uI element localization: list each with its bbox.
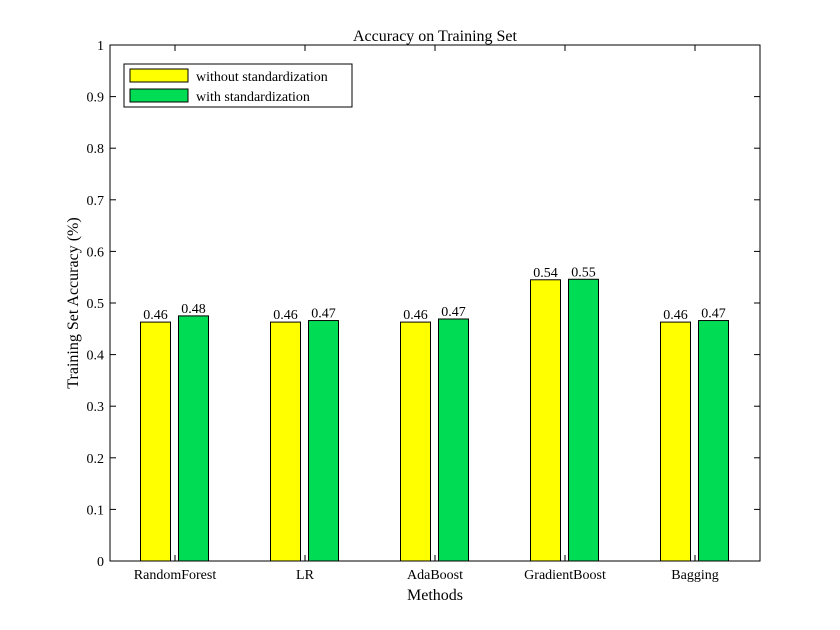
- y-tick-label: 0.3: [87, 400, 105, 415]
- data-label: 0.47: [441, 305, 466, 320]
- y-tick-label: 0.7: [87, 194, 105, 209]
- plot-area: 0 0.1 0.2 0.3 0.4 0.5 0.6 0.7 0.8 0.9 1 RandomFores…: [87, 39, 761, 583]
- data-label: 0.46: [663, 308, 688, 323]
- y-tick-label: 0.5: [87, 297, 105, 312]
- x-axis-label: Methods: [407, 587, 463, 604]
- legend: without standardization with standardizat…: [123, 63, 353, 108]
- bar: [308, 320, 339, 562]
- data-label: 0.46: [273, 308, 298, 323]
- y-tick-label: 0.6: [87, 245, 105, 260]
- x-tick-label: Bagging: [671, 568, 718, 583]
- bar: [400, 321, 431, 562]
- y-tick-label: 0: [97, 555, 104, 570]
- bar: [178, 315, 209, 562]
- bar: [530, 279, 561, 562]
- legend-label: with standardization: [196, 90, 310, 105]
- y-tick-label: 0.9: [87, 91, 105, 106]
- bar: [140, 321, 171, 562]
- y-tick-label: 0.1: [87, 503, 105, 518]
- data-label: 0.48: [181, 302, 206, 317]
- bar: [698, 320, 729, 562]
- bar: [438, 318, 469, 562]
- legend-swatch: [129, 68, 189, 83]
- chart-title: Accuracy on Training Set: [353, 28, 518, 45]
- data-label: 0.55: [571, 265, 596, 280]
- x-tick-label: AdaBoost: [407, 568, 463, 583]
- y-tick-label: 0.8: [87, 142, 105, 157]
- x-tick-label: RandomForest: [134, 568, 217, 583]
- bar: [568, 278, 599, 562]
- x-tick-label: GradientBoost: [524, 568, 606, 583]
- legend-label: without standardization: [196, 70, 328, 85]
- data-label: 0.46: [403, 308, 428, 323]
- x-tick-label: LR: [296, 568, 315, 583]
- y-tick-label: 1: [97, 39, 104, 54]
- data-label: 0.47: [311, 307, 336, 322]
- bar: [660, 321, 691, 562]
- bar: [270, 321, 301, 562]
- data-label: 0.47: [701, 307, 726, 322]
- legend-swatch: [129, 88, 189, 103]
- y-axis-label: Training Set Accuracy (%): [65, 217, 82, 388]
- data-label: 0.46: [143, 308, 168, 323]
- y-tick-label: 0.2: [87, 452, 105, 467]
- data-label: 0.54: [533, 266, 558, 281]
- y-tick-label: 0.4: [87, 349, 105, 364]
